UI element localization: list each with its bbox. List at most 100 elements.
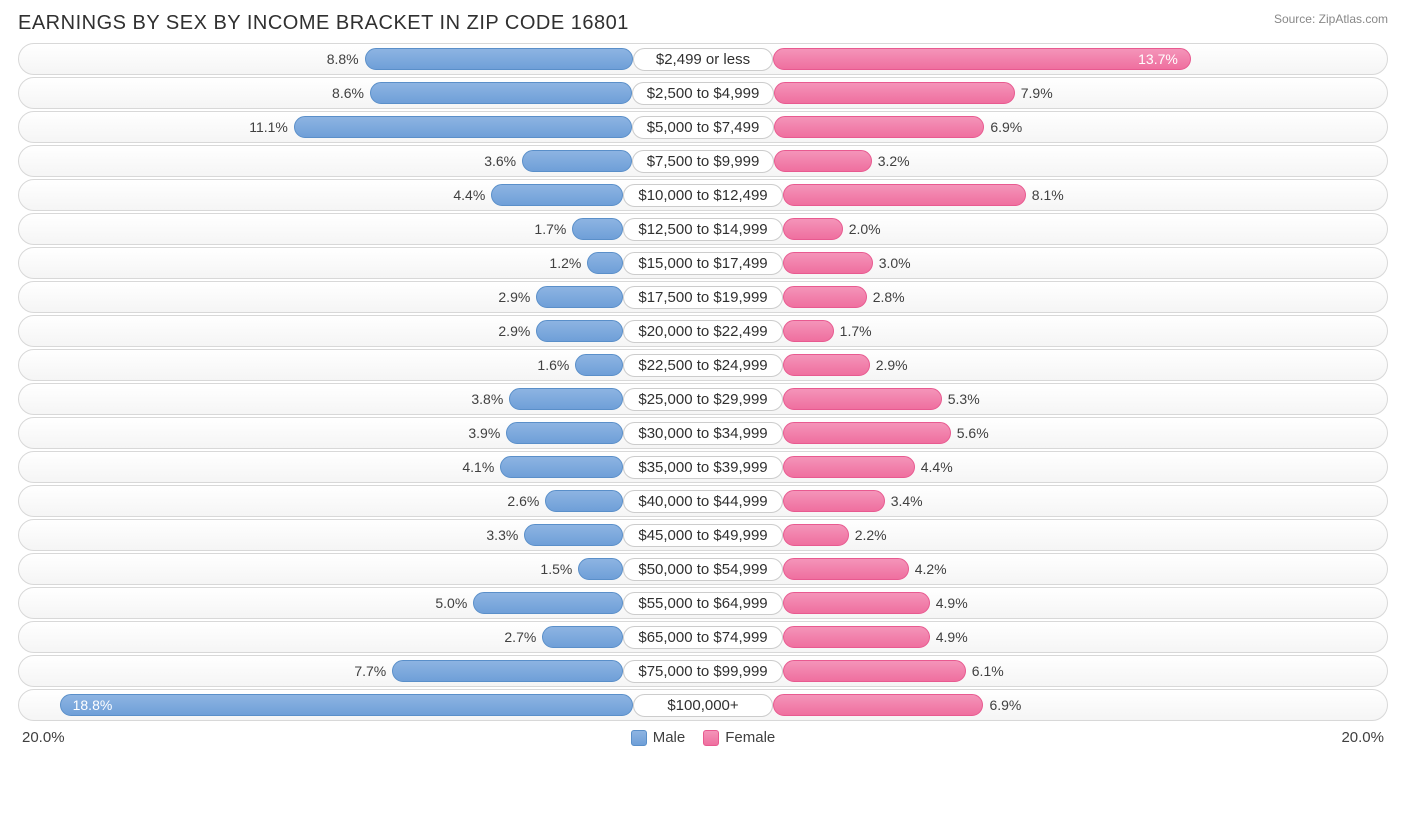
female-bar xyxy=(783,660,966,682)
female-value-label: 13.7% xyxy=(1132,51,1184,67)
male-bar xyxy=(536,320,623,342)
female-bar xyxy=(783,252,873,274)
female-value-label: 5.6% xyxy=(951,425,995,441)
female-value-label: 2.9% xyxy=(870,357,914,373)
male-value-label: 8.6% xyxy=(326,85,370,101)
female-side: 13.7% xyxy=(773,44,1383,74)
female-value-label: 3.4% xyxy=(885,493,929,509)
female-bar xyxy=(783,626,930,648)
female-side: 6.1% xyxy=(783,656,1383,686)
female-value-label: 6.9% xyxy=(983,697,1027,713)
male-side: 1.2% xyxy=(23,248,623,278)
legend-female-label: Female xyxy=(725,729,775,746)
male-value-label: 3.6% xyxy=(478,153,522,169)
male-value-label: 18.8% xyxy=(67,697,119,713)
male-value-label: 2.9% xyxy=(492,289,536,305)
female-side: 4.9% xyxy=(783,622,1383,652)
female-bar xyxy=(783,558,909,580)
legend-item-female: Female xyxy=(703,729,775,746)
chart-row: 2.7%$65,000 to $74,9994.9% xyxy=(18,621,1388,653)
male-value-label: 11.1% xyxy=(243,119,294,135)
chart-row: 18.8% $100,000+ 6.9% xyxy=(18,689,1388,721)
male-value-label: 2.7% xyxy=(498,629,542,645)
bracket-label: $20,000 to $22,499 xyxy=(623,320,782,343)
male-bar: 18.8% xyxy=(60,694,633,716)
female-side: 2.0% xyxy=(783,214,1383,244)
female-value-label: 5.3% xyxy=(942,391,986,407)
chart-row: 7.7% $75,000 to $99,9996.1% xyxy=(18,655,1388,687)
male-bar xyxy=(522,150,632,172)
male-side: 8.8% xyxy=(23,44,633,74)
female-value-label: 4.2% xyxy=(909,561,953,577)
male-value-label: 1.5% xyxy=(534,561,578,577)
male-side: 2.9% xyxy=(23,316,623,346)
bracket-label: $12,500 to $14,999 xyxy=(623,218,782,241)
female-value-label: 4.9% xyxy=(930,595,974,611)
bracket-label: $35,000 to $39,999 xyxy=(623,456,782,479)
male-value-label: 7.7% xyxy=(348,663,392,679)
female-bar xyxy=(773,694,983,716)
bracket-label: $2,499 or less xyxy=(633,48,773,71)
female-side: 5.3% xyxy=(783,384,1383,414)
female-value-label: 4.9% xyxy=(930,629,974,645)
female-value-label: 2.0% xyxy=(843,221,887,237)
bracket-label: $5,000 to $7,499 xyxy=(632,116,775,139)
chart-body: 8.8%$2,499 or less 13.7% 8.6% $2,500 to $4,… xyxy=(0,43,1406,721)
male-bar xyxy=(370,82,632,104)
male-side: 3.6% xyxy=(23,146,632,176)
chart-row: 4.4%$10,000 to $12,4998.1% xyxy=(18,179,1388,211)
female-swatch-icon xyxy=(703,730,719,746)
male-side: 4.4% xyxy=(23,180,623,210)
chart-row: 2.9%$20,000 to $22,499 1.7% xyxy=(18,315,1388,347)
bracket-label: $10,000 to $12,499 xyxy=(623,184,782,207)
male-value-label: 3.9% xyxy=(462,425,506,441)
female-value-label: 2.2% xyxy=(849,527,893,543)
male-bar xyxy=(572,218,623,240)
male-side: 5.0% xyxy=(23,588,623,618)
female-bar xyxy=(783,592,930,614)
chart-row: 3.3%$45,000 to $49,9992.2% xyxy=(18,519,1388,551)
chart-row: 8.6% $2,500 to $4,999 7.9% xyxy=(18,77,1388,109)
female-value-label: 7.9% xyxy=(1015,85,1059,101)
male-side: 2.7% xyxy=(23,622,623,652)
male-bar xyxy=(509,388,623,410)
chart-row: 3.6%$7,500 to $9,9993.2% xyxy=(18,145,1388,177)
female-value-label: 1.7% xyxy=(834,323,878,339)
chart-row: 5.0%$55,000 to $64,999 4.9% xyxy=(18,587,1388,619)
bracket-label: $40,000 to $44,999 xyxy=(623,490,782,513)
female-value-label: 2.8% xyxy=(867,289,911,305)
male-side: 1.7% xyxy=(23,214,623,244)
chart-row: 11.1%$5,000 to $7,4996.9% xyxy=(18,111,1388,143)
bracket-label: $30,000 to $34,999 xyxy=(623,422,782,445)
male-bar xyxy=(294,116,632,138)
female-side: 4.4% xyxy=(783,452,1383,482)
male-value-label: 4.4% xyxy=(447,187,491,203)
female-bar xyxy=(783,524,849,546)
female-bar xyxy=(783,422,951,444)
male-bar xyxy=(524,524,623,546)
chart-row: 4.1%$35,000 to $39,9994.4% xyxy=(18,451,1388,483)
male-bar xyxy=(491,184,623,206)
chart-row: 8.8%$2,499 or less 13.7% xyxy=(18,43,1388,75)
chart-header: EARNINGS BY SEX BY INCOME BRACKET IN ZIP… xyxy=(0,0,1406,43)
chart-row: 1.5%$50,000 to $54,9994.2% xyxy=(18,553,1388,585)
male-side: 3.9% xyxy=(23,418,623,448)
female-side: 1.7% xyxy=(783,316,1383,346)
bracket-label: $75,000 to $99,999 xyxy=(623,660,782,683)
chart-row: 1.6%$22,500 to $24,9992.9% xyxy=(18,349,1388,381)
male-side: 3.8% xyxy=(23,384,623,414)
female-side: 2.9% xyxy=(783,350,1383,380)
female-side: 7.9% xyxy=(774,78,1383,108)
bracket-label: $2,500 to $4,999 xyxy=(632,82,775,105)
chart-row: 3.8%$25,000 to $29,9995.3% xyxy=(18,383,1388,415)
female-side: 2.2% xyxy=(783,520,1383,550)
female-value-label: 3.0% xyxy=(873,255,917,271)
bracket-label: $22,500 to $24,999 xyxy=(623,354,782,377)
female-bar xyxy=(783,354,870,376)
female-value-label: 3.2% xyxy=(872,153,916,169)
female-bar xyxy=(783,218,843,240)
bracket-label: $100,000+ xyxy=(633,694,773,717)
bracket-label: $15,000 to $17,499 xyxy=(623,252,782,275)
bracket-label: $55,000 to $64,999 xyxy=(623,592,782,615)
bracket-label: $45,000 to $49,999 xyxy=(623,524,782,547)
